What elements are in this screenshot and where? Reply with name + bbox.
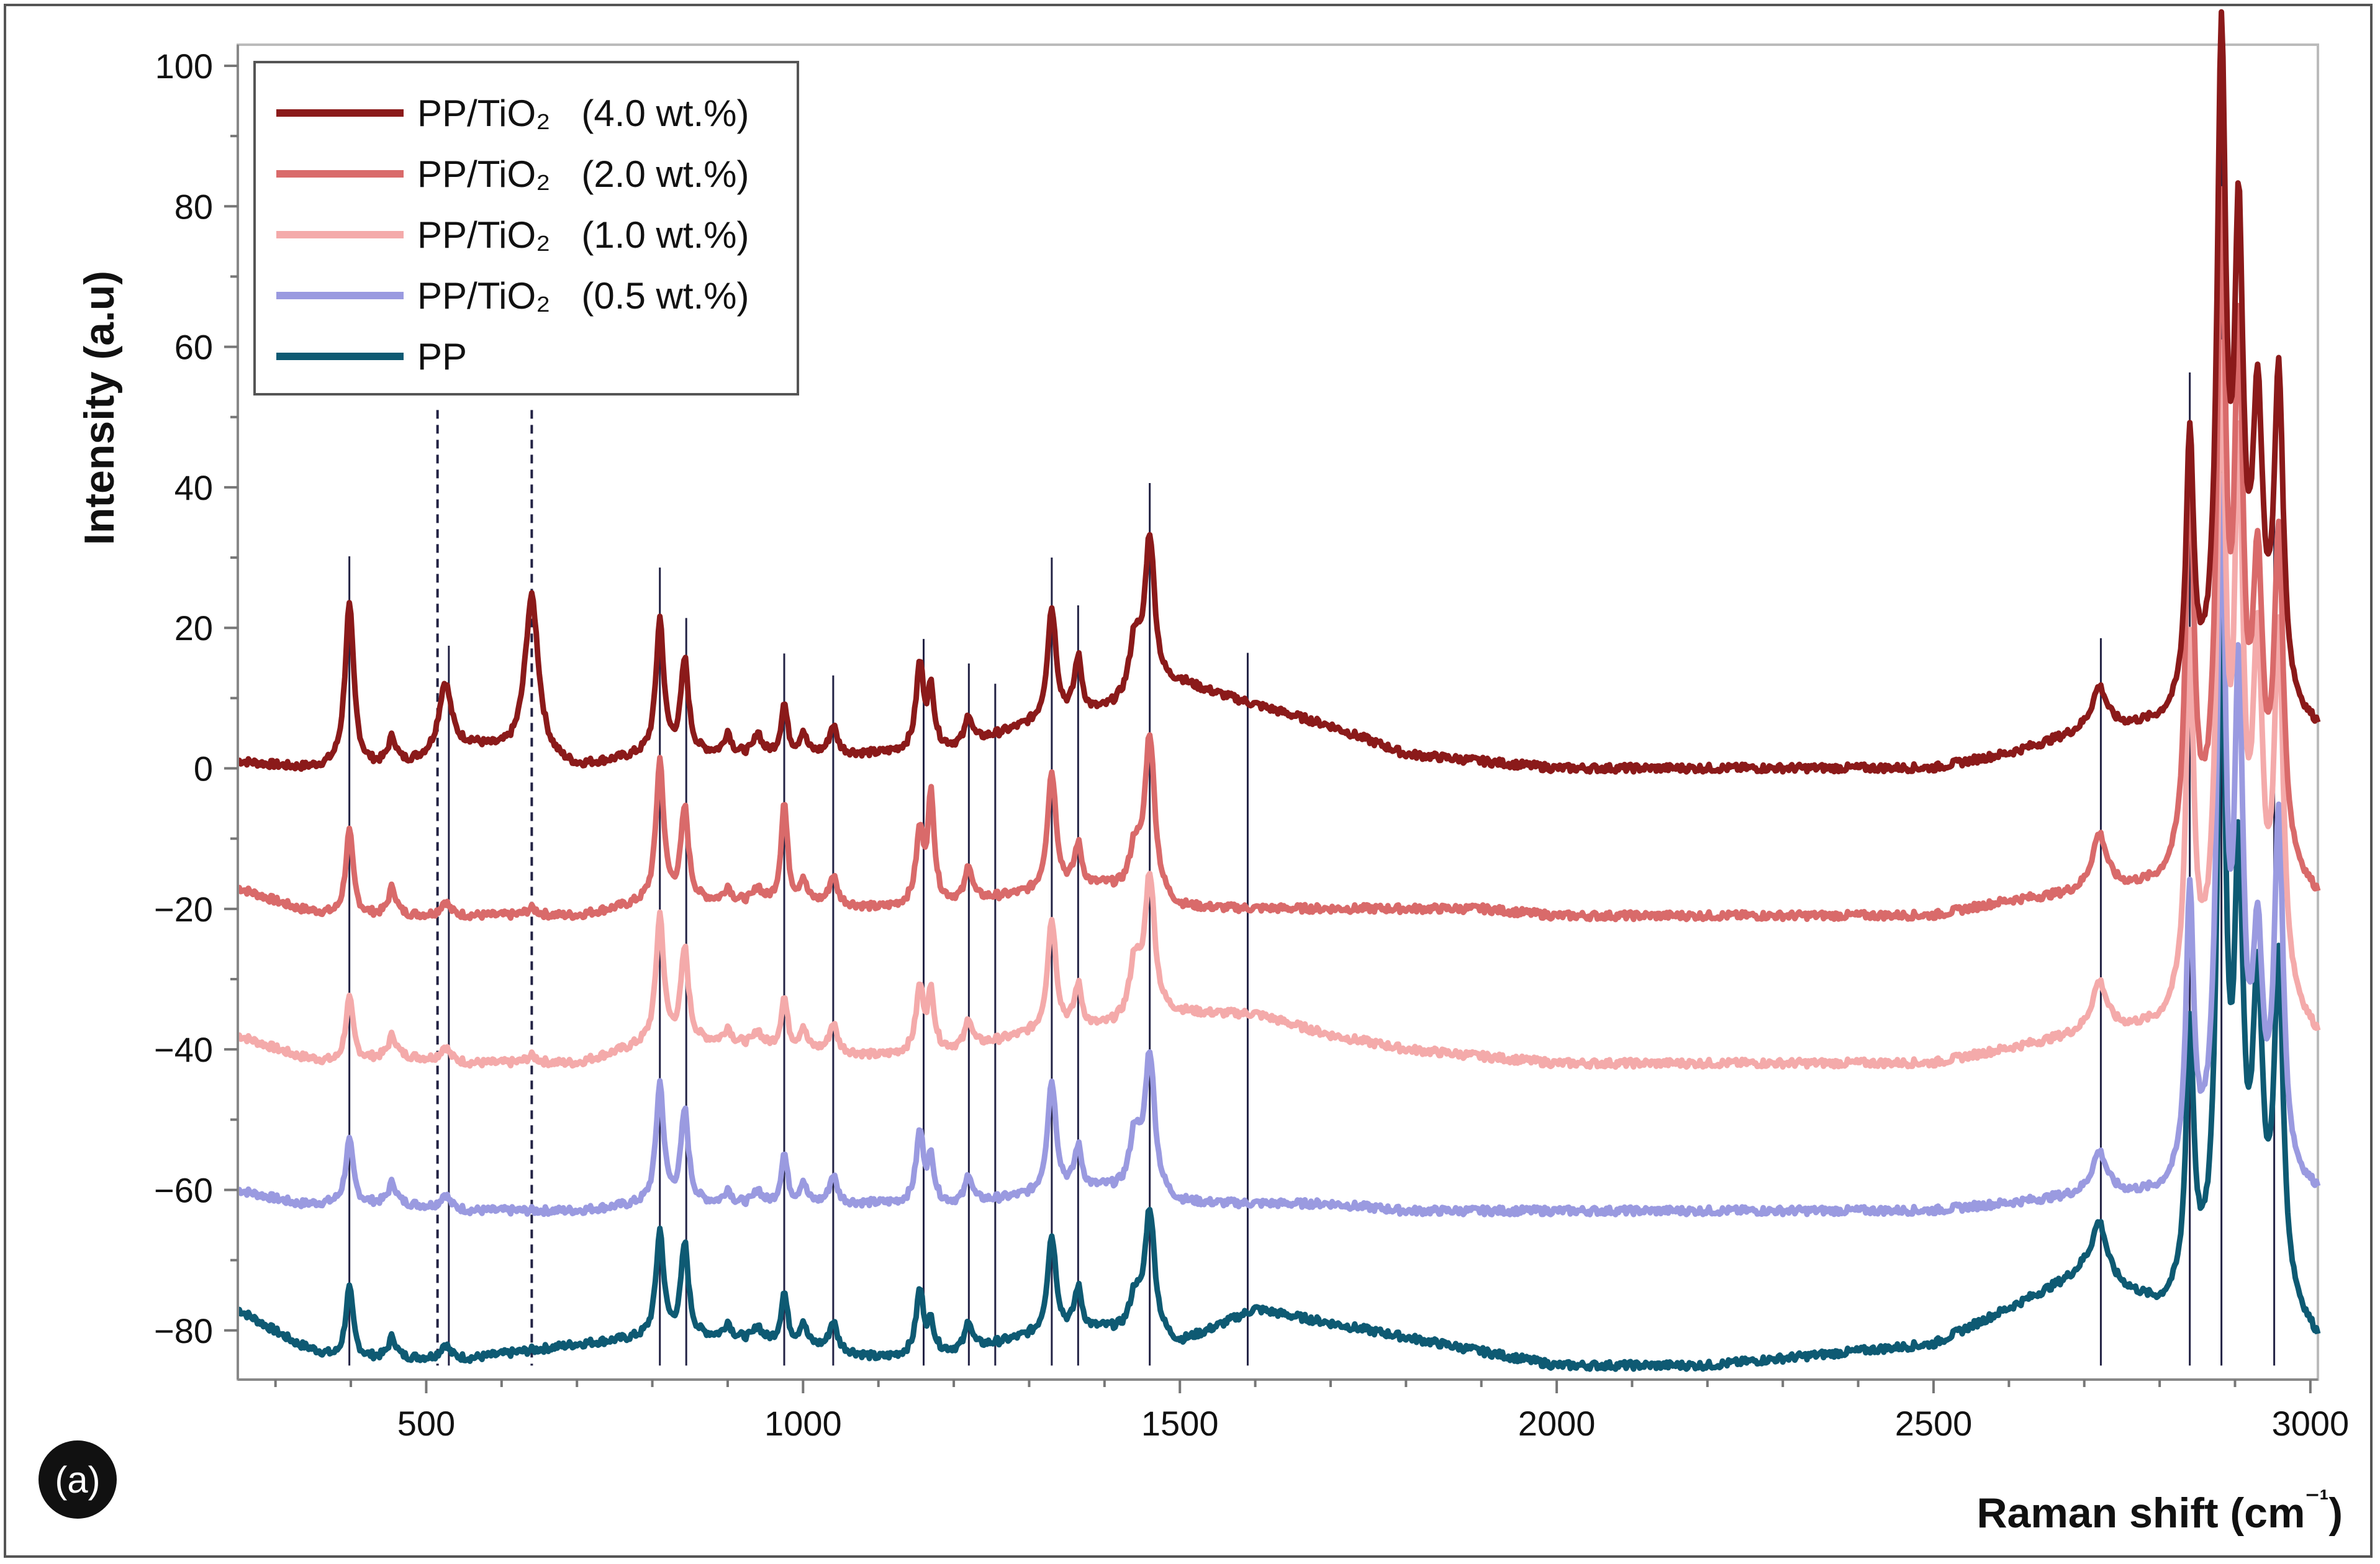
legend-label: PP [417,336,467,377]
legend-label: PP/TiO₂ (4.0 wt.%) [417,93,749,134]
x-tick-label: 1500 [1141,1404,1219,1443]
x-tick-label: 2000 [1518,1404,1596,1443]
y-tick-label: 80 [174,187,213,226]
x-axis-title-text: Raman shift (cm [1976,1489,2305,1537]
x-tick-label: 500 [397,1404,455,1443]
y-tick-label: −20 [154,890,213,929]
legend-label: PP/TiO₂ (0.5 wt.%) [417,275,749,317]
series-line [236,9,2321,775]
panel-label: (a) [55,1459,100,1501]
legend: PP/TiO₂ (4.0 wt.%) PP/TiO₂ (2.0 wt.%) PP/T… [253,61,799,396]
x-axis-title: Raman shift (cm⁻¹) [1976,1485,2343,1537]
y-tick-label: −80 [154,1311,213,1350]
x-axis-title-close: ) [2328,1489,2343,1537]
y-tick-label: 40 [174,468,213,507]
x-tick-label: 3000 [2272,1404,2350,1443]
y-tick-label: 0 [194,749,213,789]
panel-label-badge: (a) [38,1440,117,1519]
series-line [236,604,2321,1372]
axes-layer: 100 80 60 40 20 0 −20 −40 −60 −80 500 1000 1500 2000 2… [154,45,2349,1443]
y-tick-label: 100 [155,47,213,86]
x-tick-label: 2500 [1895,1404,1973,1443]
y-tick-label: 60 [174,328,213,367]
x-tick-label: 1000 [764,1404,842,1443]
y-axis-title: Intensity (a.u) [76,271,123,545]
y-tick-label: −60 [154,1170,213,1209]
panel-label-circle [38,1440,117,1519]
series-line [236,186,2321,923]
y-tick-label: 20 [174,608,213,648]
series-line [236,473,2321,1218]
x-axis-title-superscript: ⁻¹ [2305,1485,2328,1515]
legend-label: PP/TiO₂ (1.0 wt.%) [417,214,749,256]
legend-label: PP/TiO₂ (2.0 wt.%) [417,153,749,195]
figure-frame [4,4,2373,1558]
series-layer [236,9,2321,1372]
series-line [236,339,2321,1070]
legend-box [253,61,799,396]
y-tick-label: −40 [154,1030,213,1069]
